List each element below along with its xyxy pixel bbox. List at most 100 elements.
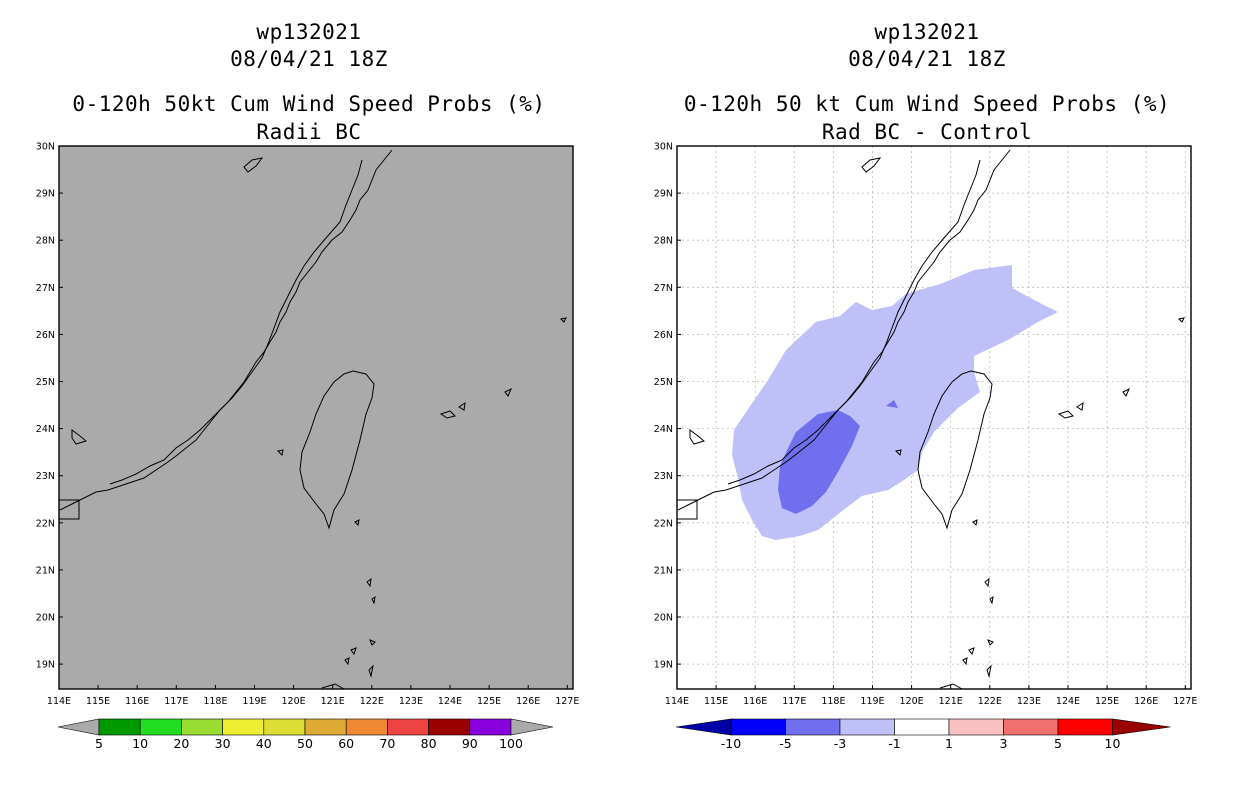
zhoushan-islands bbox=[243, 157, 264, 173]
right-legend: -10 -5 -3 -1 1 3 5 10 bbox=[675, 718, 1171, 751]
lat-label: 23N bbox=[36, 471, 55, 482]
left-title: 0-120h 50kt Cum Wind Speed Probs (%) bbox=[72, 92, 546, 116]
hainan-fragment bbox=[71, 429, 88, 445]
legend-swatch bbox=[1057, 718, 1113, 736]
lat-label: 26N bbox=[654, 330, 673, 341]
lat-label: 19N bbox=[654, 660, 673, 671]
lon-label: 120E bbox=[900, 696, 924, 707]
lon-label: 115E bbox=[704, 696, 728, 707]
china-coastline bbox=[677, 149, 1011, 511]
legend-swatch bbox=[1112, 718, 1171, 736]
lon-label: 114E bbox=[665, 696, 689, 707]
legend-swatch bbox=[304, 718, 347, 736]
lat-label: 24N bbox=[36, 424, 55, 435]
china-coastline bbox=[59, 149, 393, 511]
right-storm-id: wp132021 bbox=[874, 20, 980, 44]
legend-swatch bbox=[948, 718, 1004, 736]
lon-label: 127E bbox=[555, 696, 579, 707]
legend-swatch bbox=[222, 718, 265, 736]
legend-swatch bbox=[263, 718, 306, 736]
legend-label: 3 bbox=[1000, 736, 1008, 751]
penghu-island bbox=[894, 449, 902, 457]
legend-swatch bbox=[839, 718, 895, 736]
legend-label: 70 bbox=[379, 736, 395, 751]
taiwan-outline bbox=[917, 370, 993, 530]
legend-label: 100 bbox=[499, 736, 523, 751]
legend-swatch bbox=[730, 718, 786, 736]
legend-label: 10 bbox=[132, 736, 148, 751]
right-title: 0-120h 50 kt Cum Wind Speed Probs (%) bbox=[683, 92, 1171, 116]
right-lat-labels: 30N 29N 28N 27N 26N 25N 24N 23N 22N 21N 20N 19N bbox=[654, 142, 681, 671]
lon-label: 122E bbox=[360, 696, 384, 707]
lon-label: 117E bbox=[164, 696, 188, 707]
lon-label: 127E bbox=[1173, 696, 1197, 707]
right-coastline bbox=[676, 149, 1185, 690]
legend-label: 80 bbox=[421, 736, 437, 751]
left-panel: wp132021 08/04/21 18Z 0-120h 50kt Cum Wi… bbox=[36, 20, 580, 752]
lon-label: 120E bbox=[282, 696, 306, 707]
lon-label: 116E bbox=[743, 696, 767, 707]
legend-label: 20 bbox=[173, 736, 189, 751]
legend-swatch bbox=[387, 718, 429, 736]
china-coast-inner bbox=[109, 159, 363, 485]
lat-label: 29N bbox=[654, 189, 673, 200]
left-map-background bbox=[59, 146, 573, 689]
right-map-svg: 30N 29N 28N 27N 26N 25N 24N 23N 22N 21N 20N 19N 114… bbox=[654, 142, 1198, 752]
legend-label: -10 bbox=[721, 736, 741, 751]
lat-label: 30N bbox=[36, 142, 55, 153]
legend-label: 30 bbox=[215, 736, 231, 751]
legend-swatch bbox=[675, 718, 732, 736]
minus3-to-minus5-region bbox=[778, 410, 860, 514]
lat-label: 29N bbox=[36, 189, 55, 200]
legend-swatch bbox=[510, 718, 554, 736]
lon-label: 124E bbox=[1056, 696, 1080, 707]
lat-label: 20N bbox=[654, 613, 673, 624]
hainan-fragment bbox=[689, 429, 706, 445]
luzon-islands bbox=[939, 519, 994, 690]
lon-label: 118E bbox=[821, 696, 845, 707]
right-map-frame bbox=[676, 145, 1192, 690]
legend-label: 10 bbox=[1105, 736, 1121, 751]
legend-label: 1 bbox=[945, 736, 953, 751]
ryukyu-islands bbox=[439, 317, 567, 419]
lon-label: 126E bbox=[1134, 696, 1158, 707]
taiwan-outline bbox=[299, 370, 375, 530]
legend-label: 40 bbox=[256, 736, 272, 751]
legend-swatch bbox=[1003, 718, 1059, 736]
left-datetime: 08/04/21 18Z bbox=[230, 47, 388, 71]
lat-label: 28N bbox=[36, 236, 55, 247]
legend-label: 5 bbox=[1054, 736, 1062, 751]
lat-label: 30N bbox=[654, 142, 673, 153]
lon-label: 122E bbox=[978, 696, 1002, 707]
lon-label: 119E bbox=[860, 696, 884, 707]
minus3-small-patch bbox=[886, 400, 898, 408]
luzon-islands bbox=[321, 519, 376, 690]
legend-swatch bbox=[57, 718, 100, 736]
left-map-svg: 30N 29N 28N 27N 26N 25N 24N 23N 22N 21N 20N 19N 114… bbox=[36, 142, 580, 752]
lat-label: 24N bbox=[654, 424, 673, 435]
ryukyu-islands bbox=[1057, 317, 1185, 419]
legend-swatch bbox=[345, 718, 388, 736]
lat-label: 25N bbox=[36, 377, 55, 388]
china-coast-inner bbox=[727, 159, 981, 485]
lat-label: 27N bbox=[36, 283, 55, 294]
lon-label: 121E bbox=[939, 696, 963, 707]
legend-swatch bbox=[469, 718, 512, 736]
lon-label: 121E bbox=[321, 696, 345, 707]
left-storm-id: wp132021 bbox=[256, 20, 362, 44]
lon-label: 114E bbox=[47, 696, 71, 707]
legend-swatch bbox=[139, 718, 182, 736]
legend-label: 5 bbox=[95, 736, 103, 751]
right-lon-labels: 114E 115E 116E 117E 118E 119E 120E 121E 122E 123E… bbox=[665, 685, 1197, 707]
left-coastline bbox=[58, 149, 567, 690]
lon-label: 125E bbox=[477, 696, 501, 707]
legend-label: 50 bbox=[297, 736, 313, 751]
legend-swatch bbox=[785, 718, 841, 736]
left-subtitle: Radii BC bbox=[256, 120, 362, 144]
left-map-frame bbox=[58, 145, 574, 690]
penghu-island bbox=[276, 449, 284, 457]
lon-label: 124E bbox=[438, 696, 462, 707]
right-panel: wp132021 08/04/21 18Z 0-120h 50 kt Cum W… bbox=[618, 0, 1236, 800]
lon-label: 119E bbox=[242, 696, 266, 707]
lat-label: 22N bbox=[654, 518, 673, 529]
